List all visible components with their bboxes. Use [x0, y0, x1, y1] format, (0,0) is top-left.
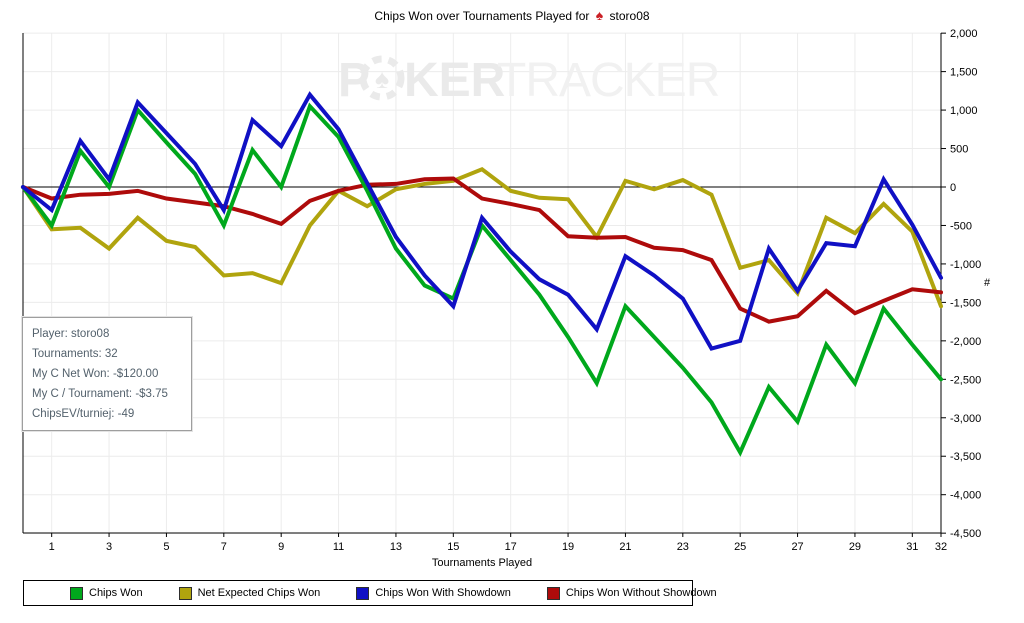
x-axis-tick-label: 21: [619, 541, 631, 553]
x-axis-tick-label: 32: [935, 541, 947, 553]
x-axis-tick-label: 5: [163, 541, 169, 553]
legend-swatch-icon: [356, 586, 370, 600]
infobox-tournaments-line: Tournaments: 32: [32, 348, 118, 360]
chart-line-chips-won-without-showdown: [21, 176, 943, 324]
y-axis-title: #: [984, 277, 991, 289]
y-axis-tick-label: 2,000: [950, 28, 978, 40]
legend-label: Chips Won Without Showdown: [565, 587, 717, 599]
legend-swatch-icon: [70, 586, 83, 600]
x-axis-tick-label: 25: [734, 541, 746, 553]
infobox-chips-ev-line: ChipsEV/turniej: -49: [32, 408, 135, 420]
y-axis-tick-label: -3,500: [950, 451, 981, 463]
y-axis-tick-label: -1,500: [950, 297, 981, 309]
y-axis-tick-label: -500: [950, 220, 972, 232]
y-axis-tick-label: 500: [950, 144, 968, 156]
x-axis-tick-label: 9: [278, 541, 284, 553]
x-axis-tick-label: 19: [562, 541, 574, 553]
x-axis-tick-label: 17: [505, 541, 517, 553]
x-axis-title: Tournaments Played: [431, 557, 533, 569]
chart-line-chips-won-with-showdown: [21, 91, 943, 351]
chart-title-text: Chips Won over Tournaments Played for: [374, 9, 590, 23]
x-axis-tick-label: 11: [333, 541, 344, 553]
legend-label: Chips Won: [89, 587, 143, 599]
legend-label: Chips Won With Showdown: [375, 587, 511, 599]
y-axis-tick-label: -2,000: [950, 336, 981, 348]
legend-item: Chips Won: [70, 586, 143, 600]
y-axis-tick-label: -3,000: [950, 413, 981, 425]
chart-title-player: storo08: [609, 9, 650, 23]
y-axis-tick-label: -2,500: [950, 374, 981, 386]
legend-item: Net Expected Chips Won: [178, 586, 321, 600]
chart-title: Chips Won over Tournaments Played for ♠ …: [0, 7, 1024, 23]
y-axis-tick-label: -1,000: [950, 259, 981, 271]
y-axis-tick-label: 1,000: [950, 105, 978, 117]
y-axis-tick-label: 0: [950, 182, 956, 194]
legend-item: Chips Won With Showdown: [356, 586, 511, 600]
red-spade-site-icon: ♠: [595, 7, 604, 23]
x-axis-tick-label: 15: [447, 541, 459, 553]
legend-item: Chips Won Without Showdown: [546, 586, 717, 600]
watermark-text-tracker: TRACKER: [497, 54, 719, 107]
x-axis-tick-label: 31: [906, 541, 918, 553]
x-axis-tick-label: 23: [677, 541, 689, 553]
y-axis-tick-label: 1,500: [950, 67, 978, 79]
infobox-per-tournament-line: My C / Tournament: -$3.75: [32, 388, 168, 400]
x-axis-tick-label: 1: [49, 541, 55, 553]
legend-swatch-icon: [178, 586, 192, 600]
chart-line-net-expected-chips-won: [21, 167, 943, 309]
watermark-poker-chip-icon: [359, 55, 405, 101]
x-axis-tick-label: 27: [791, 541, 803, 553]
infobox-player-line: Player: storo08: [32, 328, 110, 340]
x-axis-tick-label: 3: [106, 541, 112, 553]
infobox-net-won-line: My C Net Won: -$120.00: [32, 368, 159, 380]
x-axis-tick-label: 7: [221, 541, 227, 553]
chart-line-chips-won: [21, 102, 943, 457]
player-stats-infobox: Player: storo08 Tournaments: 32 My C Net…: [22, 317, 192, 431]
x-axis-tick-label: 13: [390, 541, 402, 553]
y-axis-tick-label: -4,000: [950, 490, 981, 502]
x-axis-tick-label: 29: [849, 541, 861, 553]
watermark-chip-spade-icon: ♠: [375, 64, 389, 94]
y-axis-tick-label: -4,500: [950, 528, 981, 540]
watermark-text-ker: KER: [404, 54, 505, 107]
chart-legend: Chips Won Net Expected Chips Won Chips Won…: [23, 580, 717, 606]
legend-swatch-icon: [546, 586, 560, 600]
legend-label: Net Expected Chips Won: [197, 587, 321, 599]
